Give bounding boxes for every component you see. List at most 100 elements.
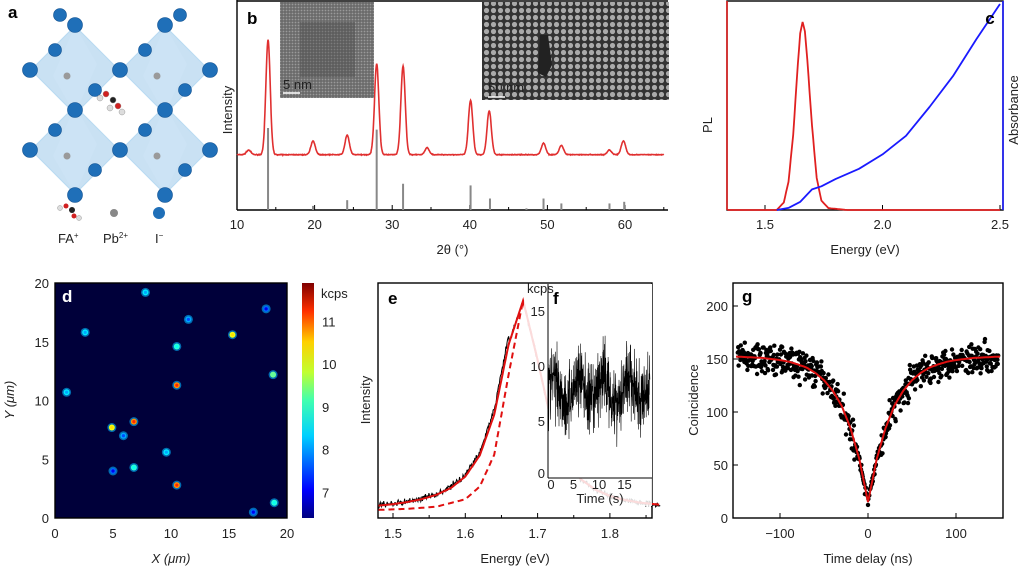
coincidence-point: [826, 372, 831, 377]
coincidence-point: [956, 363, 961, 369]
spot-core: [272, 501, 276, 505]
x-tick-label: 1.5: [756, 217, 774, 232]
panel-letter-e: e: [388, 289, 397, 308]
coincidence-point: [970, 370, 975, 375]
coincidence-point: [926, 371, 931, 376]
emitter-spot: [261, 304, 271, 314]
legend-label-pb: Pb2+: [103, 231, 128, 246]
coincidence-point: [789, 346, 794, 351]
coincidence-point: [954, 368, 960, 374]
y-tick-label: 10: [35, 394, 49, 409]
coincidence-point: [995, 361, 1000, 367]
legend-i: I−: [153, 207, 165, 246]
plot-frame: [732, 282, 1004, 519]
emitter-spot: [108, 466, 118, 476]
coincidence-point: [819, 359, 824, 364]
octahedron-face: [143, 26, 187, 114]
colorbar-tick-label: 9: [322, 400, 329, 415]
coincidence-point: [902, 400, 907, 405]
coincidence-point: [959, 347, 964, 353]
spot-core: [175, 383, 179, 387]
coincidence-point: [887, 398, 892, 403]
iodide-atom: [138, 123, 152, 137]
y-tick-label: 0: [721, 511, 728, 526]
tem-inset: 5 nm: [280, 2, 374, 98]
y-tick-label: 0: [42, 511, 49, 526]
y-axis-label: Intensity: [358, 375, 373, 424]
coincidence-point: [928, 380, 933, 386]
coincidence-point: [835, 381, 840, 387]
sem-image: [482, 2, 669, 100]
coincidence-point: [755, 342, 760, 347]
coincidence-point: [865, 502, 871, 508]
panel-g-g2: −100 0 100 0 50 100 150 200 Time delay (ns) Coinc…: [686, 282, 1004, 566]
spot-core: [132, 465, 136, 470]
y-tick-label: 15: [35, 335, 49, 350]
iodide-atom: [88, 83, 102, 97]
intensity-trace: [547, 335, 651, 447]
coincidence-point: [796, 374, 801, 379]
coincidence-point: [905, 400, 911, 406]
spot-core: [132, 420, 136, 424]
fa-cation-atom: [118, 108, 126, 116]
coincidence-point: [893, 419, 898, 424]
coincidence-point: [979, 366, 984, 371]
coincidence-point: [763, 363, 768, 368]
iodide-atom: [53, 8, 67, 22]
coincidence-point: [756, 347, 762, 352]
nanocrystal: [300, 22, 355, 77]
x-tick-label: 100: [945, 526, 967, 541]
octahedron-face: [143, 106, 187, 194]
coincidence-point: [949, 347, 955, 352]
coincidence-point: [821, 370, 826, 376]
iodide-atom: [22, 62, 38, 78]
coincidence-point: [883, 434, 888, 440]
coincidence-point: [912, 387, 918, 392]
iodide-atom: [67, 102, 83, 118]
x-tick-label: 2.0: [873, 217, 891, 232]
emitter-spot: [118, 431, 128, 441]
coincidence-point: [841, 391, 846, 396]
iodide-atom: [178, 163, 192, 177]
spot-core: [251, 510, 255, 514]
iodide-atom: [138, 43, 152, 57]
fa-cation-atom: [96, 94, 104, 102]
coincidence-point: [768, 345, 773, 350]
spot-core: [175, 344, 179, 349]
colorbar-tick-label: 8: [322, 443, 329, 458]
plot-frame: [54, 282, 288, 519]
coincidence-point: [975, 351, 980, 356]
emitter-spot: [129, 417, 139, 427]
x-tick-label: −100: [765, 526, 794, 541]
coincidence-point: [818, 364, 824, 369]
x-tick-label: 20: [280, 526, 294, 541]
panel-letter-f: f: [553, 289, 559, 308]
coincidence-point: [778, 352, 784, 357]
x-tick-label: 30: [385, 217, 399, 232]
panel-letter-d: d: [62, 287, 72, 306]
coincidence-point: [941, 352, 947, 357]
panel-letter-c: c: [985, 9, 994, 28]
coincidence-point: [924, 374, 929, 379]
spot-core: [164, 450, 168, 454]
emitter-spot: [269, 498, 279, 508]
iodide-atom: [202, 142, 218, 158]
coincidence-point: [835, 389, 841, 394]
emitter-spot: [80, 327, 90, 337]
coincidence-point: [762, 370, 768, 376]
iodide-atom: [112, 142, 128, 158]
x-tick-label: 20: [307, 217, 321, 232]
coincidence-point: [768, 348, 773, 354]
lead-atom: [63, 152, 71, 160]
coincidence-point: [988, 361, 993, 366]
emitter-spot: [172, 380, 182, 390]
fa-molecule-icon: [57, 203, 82, 221]
iodide-atom: [67, 17, 83, 33]
coincidence-point: [918, 384, 923, 389]
inset-y-tick-label: 0: [538, 466, 545, 481]
coincidence-point: [813, 378, 818, 384]
coincidence-point: [995, 357, 1000, 362]
spot-core: [230, 333, 235, 337]
coincidence-point: [989, 368, 994, 374]
